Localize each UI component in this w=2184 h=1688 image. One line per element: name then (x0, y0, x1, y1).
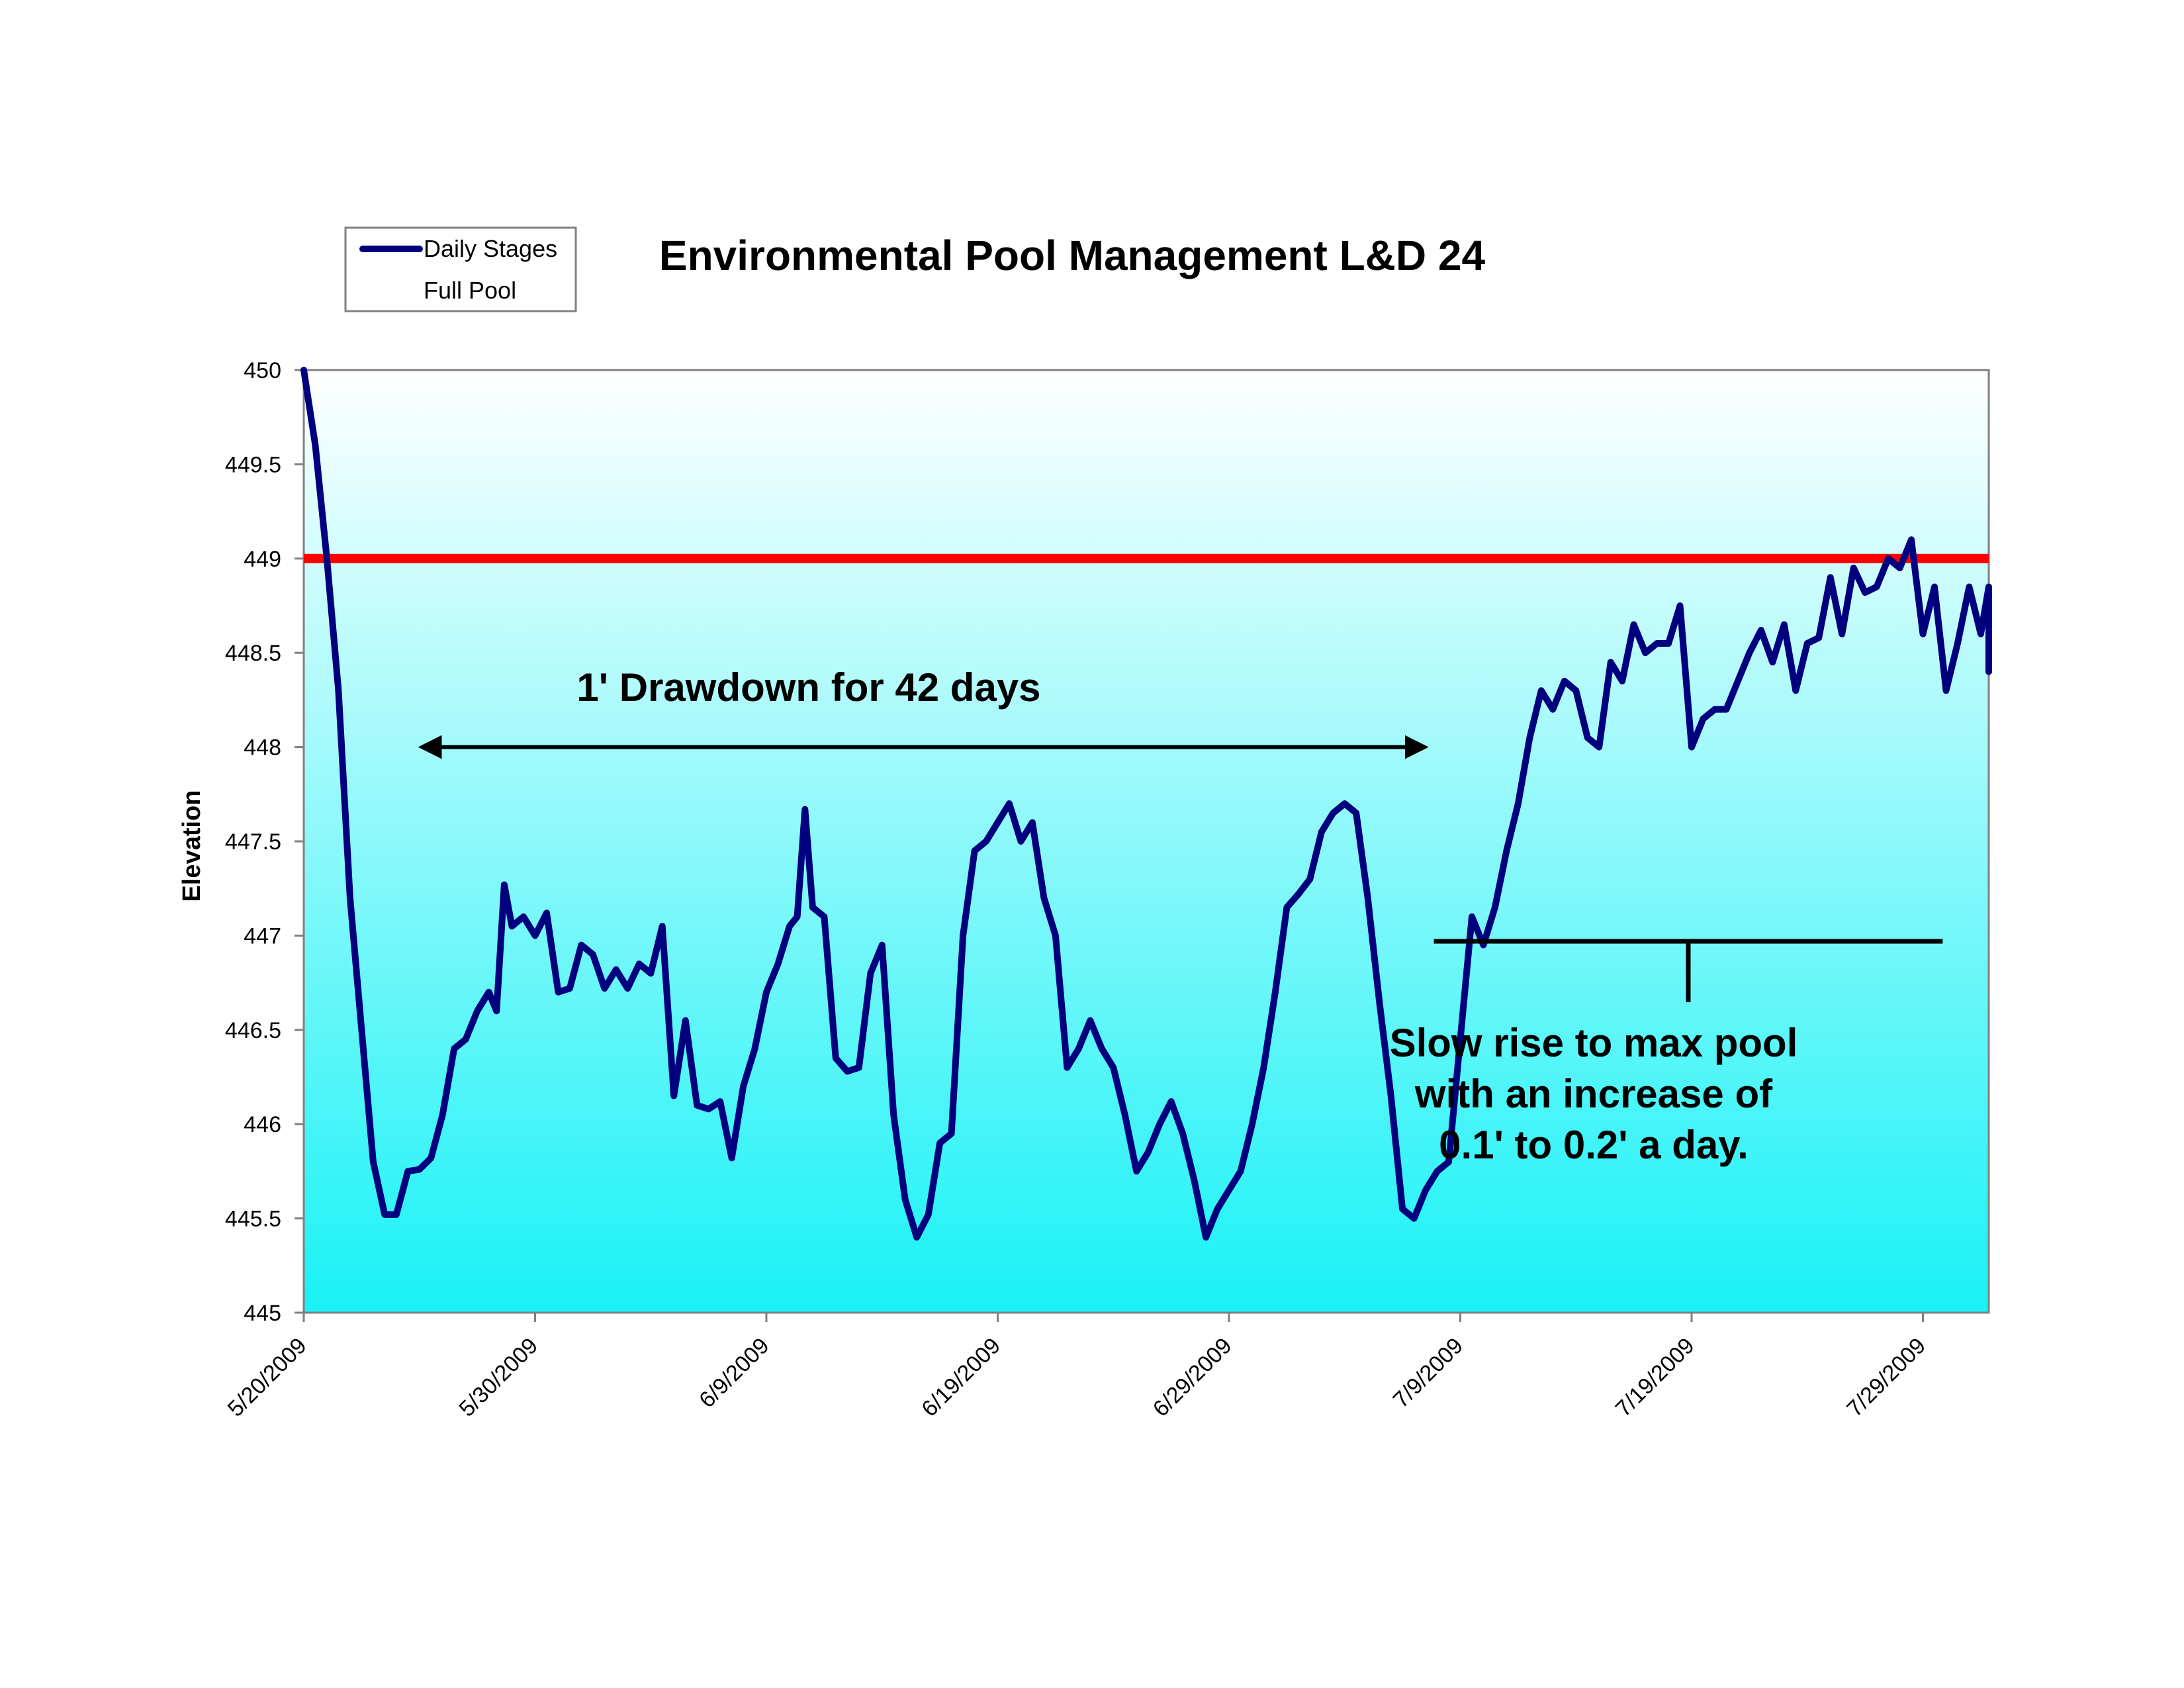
x-tick-label: 7/29/2009 (1842, 1333, 1931, 1422)
slow-rise-annotation-line-2: with an increase of (1414, 1072, 1773, 1116)
y-axis: 445 445.5 446 446.5 447 447.5 448 448.5 449 449.5… (225, 358, 304, 1326)
legend: Daily Stages Full Pool (344, 226, 577, 312)
y-tick-label: 445 (244, 1301, 281, 1326)
y-axis-label: Elevation (178, 790, 206, 902)
y-tick-label: 448 (244, 735, 281, 761)
y-tick-label: 449.5 (225, 452, 281, 477)
legend-label-daily-stages: Daily Stages (424, 235, 557, 262)
x-axis: 5/20/2009 5/30/2009 6/9/2009 6/19/2009 6/29/… (223, 1313, 1931, 1422)
y-tick-label: 448.5 (225, 641, 281, 666)
x-tick-label: 7/19/2009 (1611, 1333, 1700, 1422)
legend-label-full-pool: Full Pool (424, 277, 516, 304)
y-tick-label: 445.5 (225, 1207, 281, 1232)
chart-title: Environmental Pool Management L&D 24 (659, 232, 1486, 279)
x-tick-label: 6/19/2009 (917, 1333, 1005, 1422)
x-tick-label: 7/9/2009 (1388, 1333, 1468, 1413)
plot-area (302, 369, 1990, 1314)
y-tick-label: 446.5 (225, 1018, 281, 1043)
slow-rise-annotation-line-3: 0.1' to 0.2' a day. (1439, 1123, 1749, 1167)
x-tick-label: 6/29/2009 (1148, 1333, 1237, 1422)
y-tick-label: 450 (244, 358, 281, 383)
y-tick-label: 446 (244, 1112, 281, 1137)
drawdown-annotation: 1' Drawdown for 42 days (576, 665, 1040, 710)
x-tick-label: 5/20/2009 (223, 1333, 312, 1422)
x-tick-label: 5/30/2009 (454, 1333, 543, 1422)
legend-box (344, 226, 577, 312)
y-tick-label: 447.5 (225, 829, 281, 855)
series-daily-stages-line (300, 367, 1992, 1241)
x-tick-label: 6/9/2009 (694, 1333, 774, 1413)
y-tick-label: 449 (244, 547, 281, 572)
y-tick-label: 447 (244, 923, 281, 949)
slow-rise-annotation-line-1: Slow rise to max pool (1390, 1021, 1798, 1065)
